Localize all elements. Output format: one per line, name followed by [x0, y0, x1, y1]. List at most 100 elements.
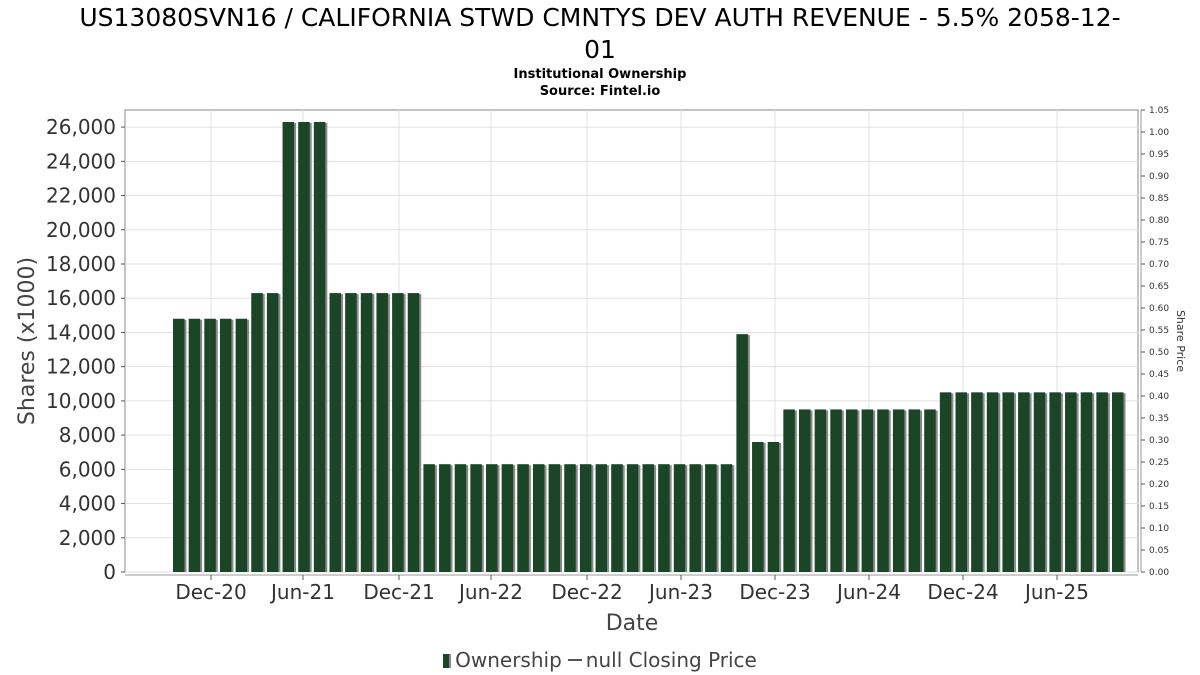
y-axis-title: Shares (x1000)	[15, 257, 40, 425]
chart-title: US13080SVN16 / CALIFORNIA STWD CMNTYS DE…	[0, 2, 1200, 66]
y2-tick-label: 0.55	[1149, 326, 1169, 336]
ownership-bar	[392, 293, 404, 572]
ownership-bar	[1002, 392, 1014, 572]
ownership-bar	[360, 293, 373, 572]
ownership-bar	[658, 464, 670, 572]
y2-tick-label: 0.50	[1149, 348, 1169, 358]
ownership-bar	[251, 293, 263, 572]
chart-legend: Ownership null Closing Price	[0, 648, 1200, 672]
ownership-bar	[767, 441, 780, 572]
ownership-bar	[877, 409, 889, 572]
y2-tick-label: 0.25	[1149, 458, 1169, 468]
y2-tick-label: 0.20	[1149, 480, 1169, 490]
ownership-bar	[924, 409, 936, 572]
y2-tick-label: 0.90	[1149, 172, 1169, 182]
ownership-bar	[470, 464, 482, 572]
chart-title-line-1: US13080SVN16 / CALIFORNIA STWD CMNTYS DE…	[79, 3, 1121, 32]
ownership-bar	[705, 464, 717, 572]
ownership-bar	[814, 409, 827, 572]
y-tick-label: 2,000	[59, 526, 116, 550]
ownership-bar	[799, 409, 811, 572]
ownership-bar	[611, 464, 623, 572]
ownership-bar	[173, 318, 185, 572]
ownership-bar	[188, 318, 201, 572]
ownership-bar	[548, 464, 561, 572]
x-tick-label: Dec-22	[551, 580, 622, 604]
x-axis-title: Date	[606, 611, 659, 636]
ownership-bar	[579, 464, 592, 572]
y-tick-label: 22,000	[46, 184, 116, 208]
ownership-bar	[219, 318, 232, 572]
ownership-bar	[752, 441, 764, 572]
ownership-bar	[986, 392, 999, 572]
y2-tick-label: 0.35	[1149, 414, 1169, 424]
ownership-bar	[971, 392, 983, 572]
y2-tick-label: 0.65	[1149, 282, 1169, 292]
ownership-bar	[1112, 392, 1124, 572]
ownership-bar	[626, 464, 639, 572]
y2-tick-label: 0.05	[1149, 546, 1169, 556]
y2-tick-label: 0.85	[1149, 194, 1169, 204]
ownership-bar	[1018, 392, 1030, 572]
ownership-bar	[689, 464, 701, 572]
y2-tick-label: 0.00	[1149, 568, 1169, 578]
ownership-bar	[673, 464, 686, 572]
chart-title-line-2: 01	[584, 35, 616, 64]
ownership-bar	[486, 464, 498, 572]
ownership-bar	[736, 334, 748, 572]
x-tick-label: Jun-25	[1023, 580, 1089, 604]
y2-tick-label: 0.40	[1149, 392, 1169, 402]
x-tick-label: Jun-22	[457, 580, 523, 604]
ownership-bar	[501, 464, 514, 572]
legend-ownership-label: Ownership	[455, 648, 562, 672]
ownership-bar	[845, 409, 858, 572]
ownership-bar	[454, 464, 467, 572]
y2-tick-label: 0.75	[1149, 238, 1169, 248]
ownership-bar	[517, 464, 529, 572]
y2-tick-label: 1.05	[1149, 106, 1169, 116]
ownership-bar	[720, 464, 733, 572]
y-tick-label: 14,000	[46, 320, 116, 344]
ownership-bar	[204, 318, 216, 572]
y-tick-label: 26,000	[46, 115, 116, 139]
ownership-bar	[439, 464, 451, 572]
y2-tick-label: 0.15	[1149, 502, 1169, 512]
x-tick-label: Dec-24	[927, 580, 998, 604]
y2-axis-title: Share Price	[1174, 310, 1187, 372]
ownership-bar	[423, 464, 435, 572]
ownership-bar	[345, 293, 357, 572]
y2-tick-label: 0.80	[1149, 216, 1169, 226]
ownership-bar	[564, 464, 576, 572]
y2-tick-label: 1.00	[1149, 128, 1169, 138]
ownership-bar	[376, 293, 388, 572]
ownership-bar	[861, 409, 874, 572]
ownership-bar	[532, 464, 545, 572]
ownership-bar	[783, 409, 795, 572]
x-tick-label: Jun-24	[835, 580, 901, 604]
ownership-bar	[595, 464, 608, 572]
chart-source: Source: Fintel.io	[539, 84, 661, 99]
y2-tick-label: 0.95	[1149, 150, 1169, 160]
y-tick-label: 0	[103, 560, 116, 584]
x-tick-label: Dec-23	[739, 580, 810, 604]
x-tick-label: Jun-23	[647, 580, 713, 604]
ownership-bar	[329, 293, 341, 572]
y2-tick-label: 0.70	[1149, 260, 1169, 270]
ownership-bar	[298, 121, 310, 572]
ownership-bar	[642, 464, 654, 572]
ownership-bar	[939, 392, 952, 572]
ownership-bar	[1033, 392, 1046, 572]
chart-subtitle: Institutional Ownership	[513, 67, 687, 82]
ownership-bar	[407, 293, 420, 572]
y-tick-label: 16,000	[46, 286, 116, 310]
ownership-bar	[955, 392, 967, 572]
y2-tick-label: 0.10	[1149, 524, 1169, 534]
ownership-bar	[235, 318, 248, 572]
ownership-bar	[313, 121, 326, 572]
ownership-bar	[1065, 392, 1077, 572]
y2-tick-label: 0.30	[1149, 436, 1169, 446]
y-tick-label: 24,000	[46, 149, 116, 173]
y2-tick-label: 0.60	[1149, 304, 1169, 314]
legend-ownership-swatch	[443, 654, 452, 668]
